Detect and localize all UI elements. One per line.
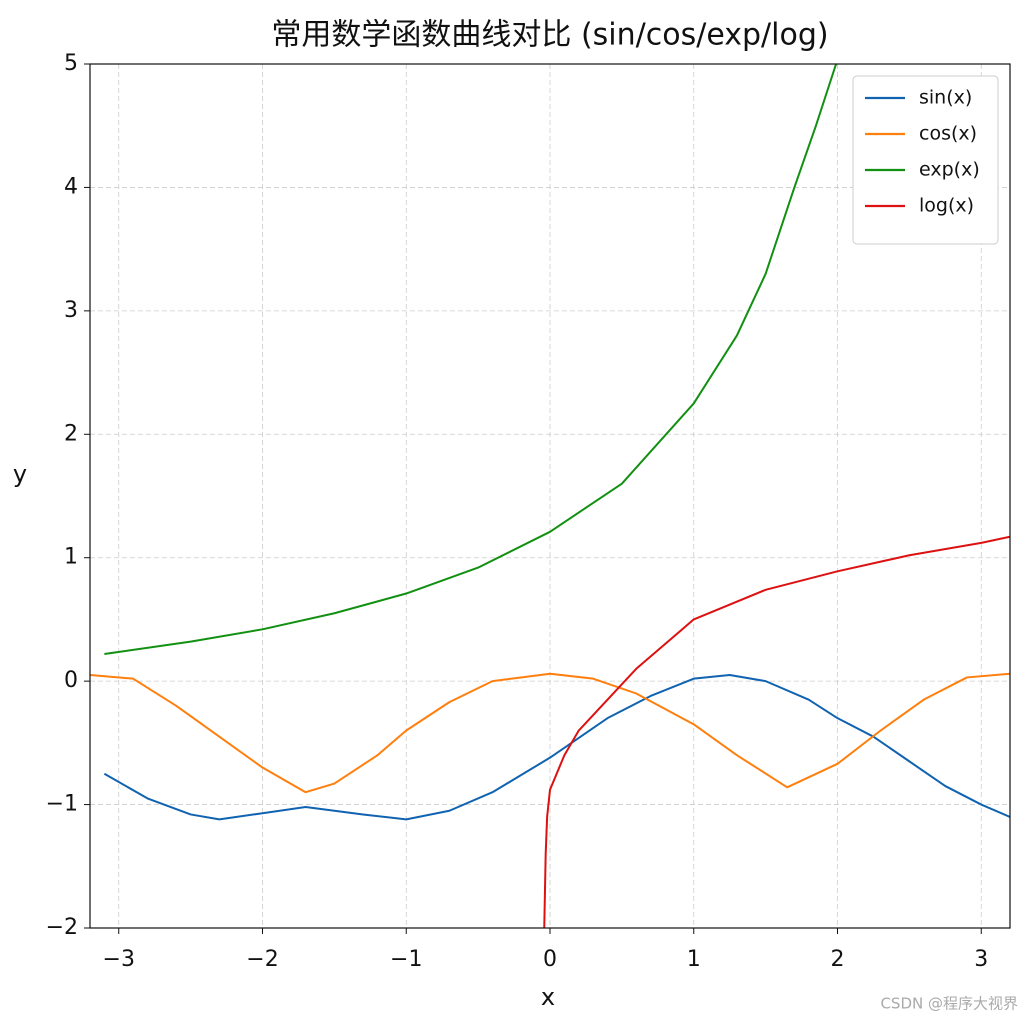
line-series <box>103 673 1010 821</box>
y-tick-label: 4 <box>64 174 78 199</box>
legend-label: exp(x) <box>919 159 980 181</box>
line-series <box>104 64 838 655</box>
x-tick-label: −2 <box>246 947 278 972</box>
line-series <box>90 672 1010 794</box>
legend-frame <box>852 75 999 245</box>
line-series <box>543 535 1010 928</box>
x-tick-label: 1 <box>687 947 701 972</box>
x-axis-label: x <box>541 983 555 1011</box>
chart-title: 常用数学函数曲线对比 (sin/cos/exp/log) <box>271 18 828 53</box>
y-tick-label: 0 <box>64 668 78 693</box>
x-tick-label: 0 <box>543 947 557 972</box>
y-tick-label: −1 <box>46 792 78 817</box>
plot-frame <box>89 63 1011 929</box>
legend-label: sin(x) <box>919 87 972 109</box>
x-tick-label: 2 <box>831 947 845 972</box>
y-tick-label: 3 <box>64 298 78 323</box>
y-tick-label: 2 <box>64 421 78 446</box>
watermark: CSDN @程序大视界 <box>880 995 1018 1013</box>
x-tick-label: −3 <box>103 947 135 972</box>
y-tick-label: 5 <box>64 51 78 76</box>
x-tick-label: −1 <box>390 947 422 972</box>
legend-label: log(x) <box>919 195 974 217</box>
legend-label: cos(x) <box>919 123 977 145</box>
y-axis-label: y <box>13 460 27 488</box>
x-tick-label: 3 <box>974 947 988 972</box>
y-tick-label: 1 <box>64 545 78 570</box>
y-tick-label: −2 <box>46 915 78 940</box>
